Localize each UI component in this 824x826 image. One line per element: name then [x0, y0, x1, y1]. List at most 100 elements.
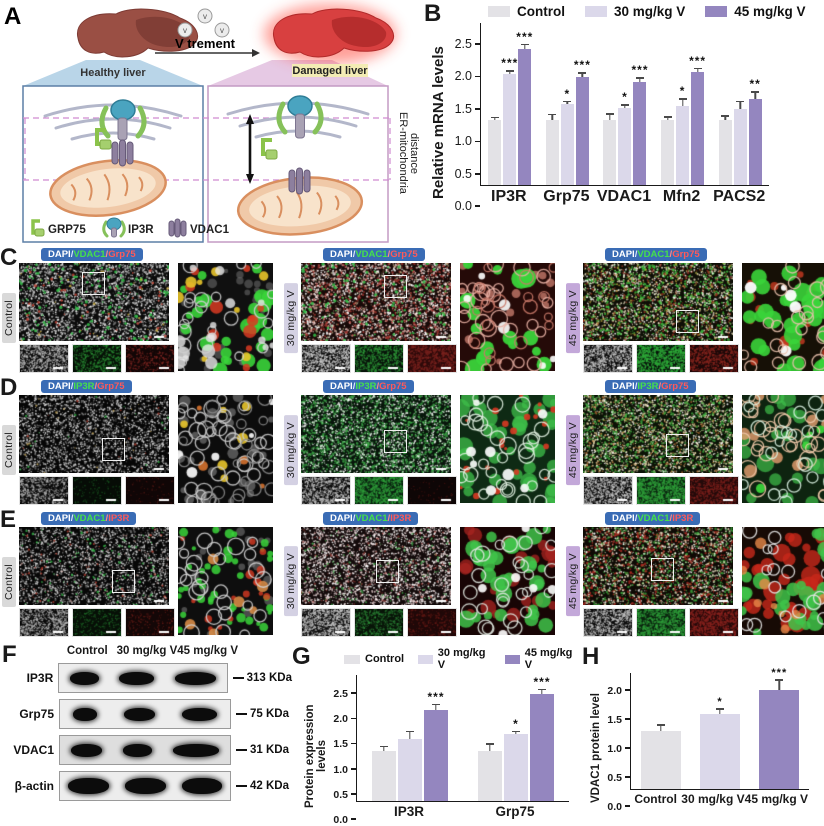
weight-dash [236, 749, 247, 751]
chip-text: VDAC1 [73, 513, 105, 524]
blot-column-header: Control [58, 645, 117, 657]
x-category-label: VDAC1 [595, 188, 653, 206]
dapi-channel-image [583, 608, 633, 637]
significance-stars: ** [750, 77, 761, 91]
panel-d-ip3r-grp75-row: D Control DAPI/IP3R/Grp75 30 mg/kg V DAP… [0, 380, 824, 510]
legend-label: 30 mg/kg V [438, 647, 491, 671]
y-axis: 0.0 0.5 1.0 1.5 2.0 [602, 690, 630, 806]
red-channel-image [407, 476, 457, 505]
weight-dash [236, 713, 247, 715]
y-tick-label: 1.5 [333, 738, 348, 750]
bar-slot [603, 23, 616, 185]
error-bar [736, 101, 744, 109]
microscopy-group: 45 mg/kg V DAPI/VDAC1/Grp75 [566, 248, 824, 378]
inset-box [82, 272, 105, 295]
bar [576, 77, 589, 185]
plot-area: *** *** * *** * *** * *** ** [480, 23, 769, 186]
legend-grp75-label: GRP75 [48, 224, 86, 236]
zoom-detail-image [460, 395, 555, 503]
y-tick-label: 2.5 [333, 688, 348, 700]
chip-text: Grp75 [108, 249, 135, 260]
y-tick-label: 2.0 [607, 685, 622, 697]
bar-slot [546, 23, 559, 185]
bar-slot [641, 673, 681, 789]
bar [759, 690, 799, 789]
vdac1-bar-chart: VDAC1 protein level 0.0 0.5 1.0 1.5 2.0 * *** Co… [590, 673, 809, 806]
bar [734, 109, 747, 185]
x-category-label: 30 mg/kg V [681, 792, 744, 806]
bar [478, 751, 502, 801]
channel-thumbnails [19, 344, 175, 373]
inset-box [112, 570, 135, 593]
bar-slot: *** [424, 675, 448, 801]
y-axis: 0.0 0.5 1.0 1.5 2.0 2.5 [447, 44, 480, 206]
error-bar [679, 98, 687, 106]
legend-item: Control [344, 653, 404, 665]
green-channel-image [354, 476, 404, 505]
merged-image-wrap [19, 395, 169, 473]
significance-stars: * [565, 87, 571, 101]
bar [488, 120, 501, 185]
chip-text: DAPI [330, 249, 353, 260]
chip-text: DAPI [612, 381, 635, 392]
dapi-channel-image [301, 608, 351, 637]
protein-band [124, 708, 155, 721]
green-channel-image [72, 608, 122, 637]
bar-slot: *** [518, 23, 531, 185]
zoom-detail-image [742, 263, 824, 371]
panel-g-protein-chart: G Control 30 mg/kg V 45 mg/kg V Protein exp… [292, 641, 578, 826]
legend-item: 30 mg/kg V [585, 4, 685, 19]
error-bar [538, 689, 546, 694]
error-bar [606, 113, 614, 120]
bar [546, 120, 559, 185]
bar-slot [719, 23, 732, 185]
weight-dash [233, 677, 244, 679]
bar-group: *** [759, 673, 799, 789]
figure: A Healthy liver Damaged liver v v [0, 0, 824, 826]
y-tick-label: 2.0 [333, 713, 348, 725]
treatment-label: V trement [175, 36, 236, 51]
x-category-label: Grp75 [462, 804, 568, 819]
dapi-channel-image [19, 608, 69, 637]
damaged-liver-label: Damaged liver [292, 65, 368, 77]
legend-swatch [418, 655, 433, 664]
chip-text: Grp75 [390, 249, 417, 260]
bar-slot: *** [530, 675, 554, 801]
merged-image-wrap [301, 263, 451, 341]
bar-group: * [700, 673, 740, 789]
y-tick-label: 1.0 [455, 134, 472, 148]
protein-band [68, 778, 109, 794]
treatment-label: Control [2, 557, 16, 607]
legend-swatch [344, 655, 360, 664]
panel-b-mrna-chart: B Control 30 mg/kg V 45 mg/kg V Relative mR… [420, 0, 824, 248]
significance-stars: *** [574, 58, 591, 72]
protein-band [125, 778, 166, 794]
chip-text: VDAC1 [355, 513, 387, 524]
inset-box [376, 560, 399, 583]
protein-band [70, 672, 99, 685]
bar-slot: *** [633, 23, 646, 185]
merged-fluorescence-image [301, 263, 451, 341]
blot-row: IP3R 313 KDa [6, 663, 292, 693]
blot-membrane [59, 771, 231, 801]
treatment-label: 30 mg/kg V [284, 546, 298, 616]
bar-slot [488, 23, 501, 185]
merged-fluorescence-image [301, 395, 451, 473]
merged-image-wrap [301, 395, 451, 473]
chip-text: IP3R [672, 513, 693, 524]
bar-slot: *** [503, 23, 516, 185]
error-bar [636, 77, 644, 82]
panel-h-vdac1-chart: H VDAC1 protein level 0.0 0.5 1.0 1.5 2.0 * ***… [578, 641, 824, 826]
bar [691, 72, 704, 185]
legend-swatch [488, 6, 510, 17]
chip-text: VDAC1 [637, 249, 669, 260]
y-axis-label: Protein expression levels [304, 693, 328, 819]
plot-area: * *** [630, 673, 809, 790]
legend-label: Control [365, 653, 404, 665]
legend-item: 45 mg/kg V [705, 4, 805, 19]
chip-text: DAPI [330, 513, 353, 524]
error-bar [716, 708, 724, 714]
bar-group: * *** [546, 23, 589, 185]
merged-image-wrap [19, 527, 169, 605]
merged-fluorescence-image [19, 527, 169, 605]
